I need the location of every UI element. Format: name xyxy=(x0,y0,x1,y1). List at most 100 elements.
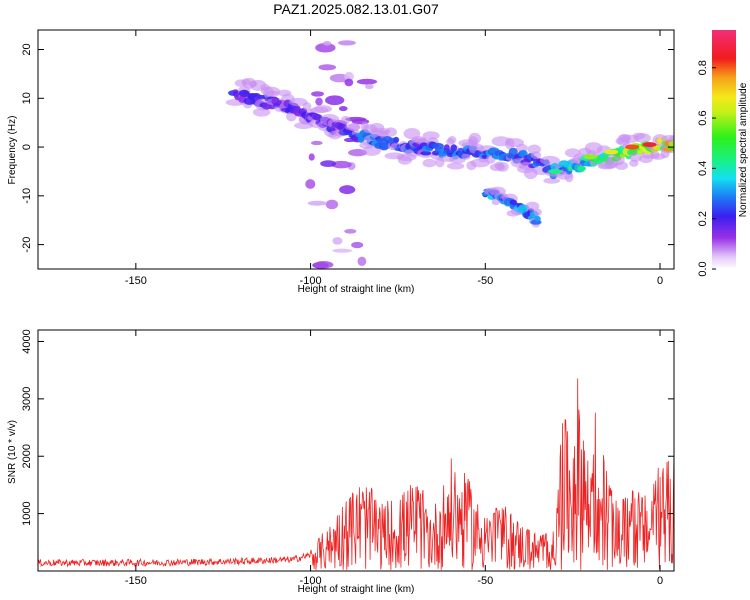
spectrogram-cell xyxy=(325,95,345,106)
snr-xtick-label: -100 xyxy=(300,575,322,587)
spectrogram-xtick-label: -150 xyxy=(125,275,147,287)
spectrogram-cell xyxy=(583,154,598,160)
spectrogram-cell xyxy=(264,90,280,98)
spectrogram-ytick-label: -20 xyxy=(21,237,33,253)
spectrogram-cell xyxy=(344,71,354,82)
snr-xlabel: Height of straight line (km) xyxy=(298,584,415,595)
snr-series-line xyxy=(38,378,674,570)
spectrogram-cell xyxy=(351,241,364,249)
spectrogram-cell xyxy=(447,136,457,144)
spectrogram-cell xyxy=(530,151,542,160)
colorbar-gradient xyxy=(712,30,736,269)
snr-frame xyxy=(37,329,675,572)
snr-xtick-label: 0 xyxy=(657,575,663,587)
spectrogram-cell xyxy=(384,127,397,137)
snr-line-layer xyxy=(38,378,674,570)
spectrogram-cell xyxy=(322,40,332,46)
snr-ytick-label: 2000 xyxy=(21,444,33,468)
colorbar-tick-label: 0.2 xyxy=(697,211,709,226)
colorbar: 0.0 0.2 0.4 0.6 0.8 Normalized spectral ampl… xyxy=(697,30,749,277)
spectrogram-cell xyxy=(625,144,640,150)
spectrogram-cell xyxy=(365,83,374,90)
spectrogram-cell xyxy=(543,177,561,184)
spectrogram-cell xyxy=(315,97,323,106)
spectrogram-cell xyxy=(604,149,619,155)
spectrogram-cell xyxy=(615,161,629,171)
colorbar-tick-label: 0.4 xyxy=(697,161,709,176)
spectrogram-xtick-label: -100 xyxy=(300,275,322,287)
spectrogram-cell xyxy=(422,158,437,168)
spectrogram-ytick-label: 0 xyxy=(21,144,33,150)
spectrogram-cell xyxy=(311,91,324,97)
spectrogram-cell xyxy=(289,97,308,107)
spectrogram-cell xyxy=(629,152,642,163)
spectrogram-cell xyxy=(422,131,440,140)
snr-xtick-label: -150 xyxy=(125,575,147,587)
spectrogram-xtick-label: 0 xyxy=(657,275,663,287)
spectrogram-cell xyxy=(338,40,356,46)
spectrogram-cell xyxy=(313,105,333,113)
spectrogram-xlabel: Height of straight line (km) xyxy=(298,284,415,295)
spectrogram-cell xyxy=(307,200,327,206)
snr-ytick-label: 4000 xyxy=(21,329,33,353)
snr-ytick-label: 1000 xyxy=(21,501,33,525)
snr-xtick-label: -50 xyxy=(477,575,493,587)
spectrogram-cell xyxy=(310,140,323,146)
spectrogram-cell xyxy=(313,261,334,269)
spectrogram-cell xyxy=(338,106,348,112)
colorbar-label: Normalized spectral amplitude xyxy=(738,82,749,217)
spectrogram-cell xyxy=(315,42,336,53)
colorbar-ticks: 0.0 0.2 0.4 0.6 0.8 xyxy=(697,60,716,277)
spectrogram-ytick-label: -10 xyxy=(21,188,33,204)
spectrogram-cell xyxy=(393,136,400,144)
spectrogram-cell xyxy=(344,228,357,234)
spectrogram-cell xyxy=(525,201,540,211)
spectrogram-cell xyxy=(508,147,518,156)
spectrogram-heatmap xyxy=(225,40,674,269)
colorbar-tick-label: 0.0 xyxy=(697,261,709,276)
spectrogram-cell xyxy=(564,172,574,183)
spectrogram-cell xyxy=(516,143,528,152)
spectrogram-cell xyxy=(668,140,674,148)
snr-ticks: -150 -100 -50 0 1000 2000 3000 4000 xyxy=(21,329,674,587)
spectrogram-cell xyxy=(468,132,482,145)
spectrogram-cell xyxy=(305,179,316,189)
spectrogram-ylabel: Frequency (Hz) xyxy=(7,116,18,185)
spectrogram-cell xyxy=(320,160,337,168)
spectrogram-cell xyxy=(446,162,465,170)
spectrogram-cell xyxy=(252,108,271,117)
spectrogram-cell xyxy=(533,208,542,216)
spectrogram-cell xyxy=(331,160,352,169)
snr-ylabel: SNR (10 * v/v) xyxy=(7,420,18,484)
chart-title: PAZ1.2025.082.13.01.G07 xyxy=(273,1,439,17)
spectrogram-cell xyxy=(634,133,651,143)
spectrogram-cell xyxy=(356,78,378,85)
spectrogram-cell xyxy=(348,148,368,157)
spectrogram-cell xyxy=(302,102,312,111)
spectrogram-cell xyxy=(308,153,315,161)
colorbar-tick-label: 0.6 xyxy=(697,110,709,125)
spectrogram-cell xyxy=(357,256,367,267)
spectrogram-cell xyxy=(362,145,381,156)
spectrogram-ytick-label: 10 xyxy=(21,92,33,104)
spectrogram-cell xyxy=(340,115,351,125)
snr-panel: -150 -100 -50 0 1000 2000 3000 4000 Height of s… xyxy=(7,329,675,595)
spectrogram-cell xyxy=(548,168,563,174)
spectrogram-cell xyxy=(450,144,458,152)
spectrogram-cell xyxy=(420,151,432,156)
spectrogram-cell xyxy=(461,153,471,160)
spectrogram-cell xyxy=(325,199,339,210)
spectrogram-cell xyxy=(348,122,361,132)
spectrogram-ytick-label: 20 xyxy=(21,43,33,55)
spectrogram-cell xyxy=(286,111,297,122)
colorbar-tick-label: 0.8 xyxy=(697,60,709,75)
spectrogram-frame xyxy=(37,29,675,270)
spectrogram-cell xyxy=(332,237,343,245)
spectrogram-cell xyxy=(496,162,509,172)
spectrogram-cell xyxy=(576,165,587,172)
spectrogram-cell xyxy=(332,248,353,253)
spectrogram-cell xyxy=(642,142,657,148)
